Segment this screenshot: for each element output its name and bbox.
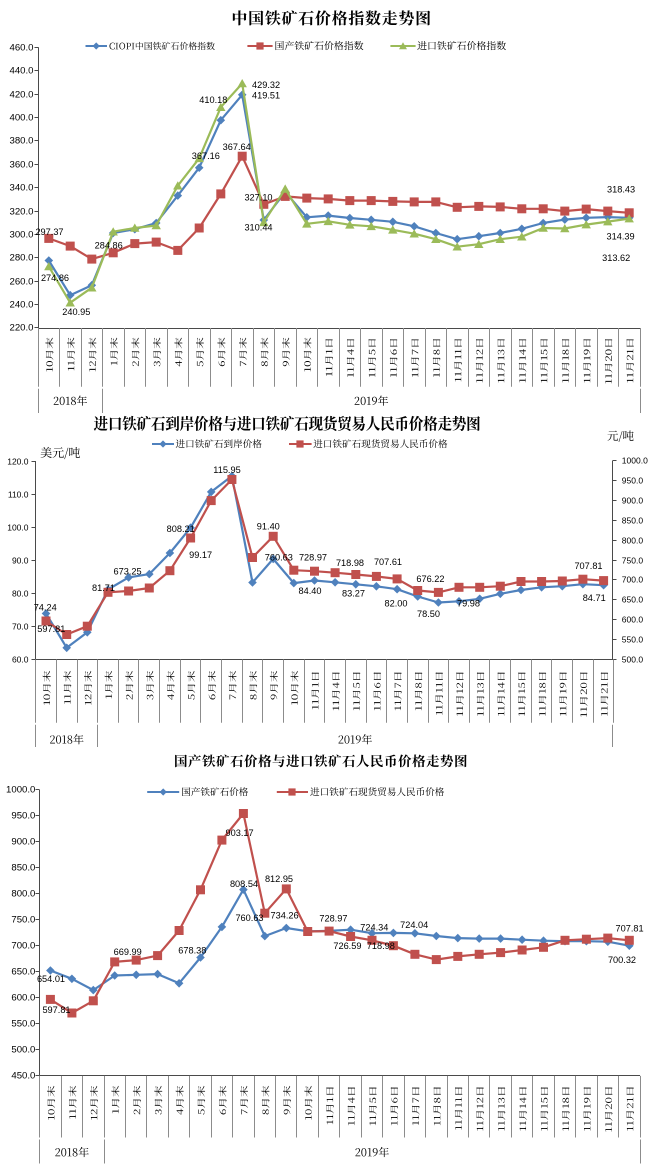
svg-text:419.51: 419.51	[252, 91, 280, 101]
svg-text:678.38: 678.38	[178, 945, 206, 955]
svg-text:673.25: 673.25	[114, 567, 142, 577]
svg-text:340.0: 340.0	[9, 183, 33, 194]
svg-text:429.32: 429.32	[252, 80, 280, 90]
svg-text:600.0: 600.0	[11, 993, 35, 1004]
svg-text:100.0: 100.0	[7, 523, 29, 533]
svg-text:707.81: 707.81	[616, 924, 644, 934]
svg-text:120.0: 120.0	[7, 457, 29, 467]
svg-text:70.0: 70.0	[12, 622, 29, 632]
svg-text:1000.0: 1000.0	[6, 785, 35, 796]
svg-text:718.98: 718.98	[336, 558, 364, 568]
svg-text:320.0: 320.0	[9, 207, 33, 218]
svg-text:310.44: 310.44	[244, 223, 272, 233]
svg-text:327.10: 327.10	[244, 193, 272, 203]
svg-text:726.59: 726.59	[333, 941, 361, 951]
svg-text:84.71: 84.71	[583, 593, 606, 603]
svg-text:808.54: 808.54	[230, 879, 258, 889]
svg-text:260.0: 260.0	[9, 277, 33, 288]
svg-text:280.0: 280.0	[9, 253, 33, 264]
svg-text:450.0: 450.0	[11, 1071, 35, 1082]
svg-text:400.0: 400.0	[9, 113, 33, 124]
svg-text:654.01: 654.01	[37, 974, 65, 984]
svg-text:597.81: 597.81	[37, 624, 65, 634]
svg-text:410.18: 410.18	[199, 95, 227, 105]
svg-text:760.63: 760.63	[265, 552, 293, 562]
svg-text:91.40: 91.40	[257, 522, 280, 532]
svg-text:750.0: 750.0	[622, 556, 644, 566]
svg-text:360.0: 360.0	[9, 160, 33, 171]
svg-text:903.17: 903.17	[226, 828, 254, 838]
svg-text:700.0: 700.0	[622, 575, 644, 585]
svg-text:734.26: 734.26	[271, 910, 299, 920]
svg-text:110.0: 110.0	[8, 490, 29, 500]
svg-text:676.22: 676.22	[416, 574, 444, 584]
svg-text:367.16: 367.16	[192, 151, 220, 161]
svg-text:297.37: 297.37	[35, 227, 63, 237]
svg-text:724.04: 724.04	[400, 920, 428, 930]
svg-text:313.62: 313.62	[602, 253, 630, 263]
svg-text:460.0: 460.0	[9, 43, 33, 54]
svg-text:240.95: 240.95	[62, 307, 90, 317]
svg-text:760.63: 760.63	[235, 913, 263, 923]
svg-text:115.95: 115.95	[213, 465, 240, 475]
svg-text:718.98: 718.98	[367, 941, 395, 951]
svg-text:650.0: 650.0	[622, 595, 644, 605]
svg-text:80.0: 80.0	[12, 589, 29, 599]
svg-text:724.34: 724.34	[360, 923, 388, 933]
svg-text:550.0: 550.0	[11, 1019, 35, 1030]
svg-text:440.0: 440.0	[9, 66, 33, 77]
svg-text:850.0: 850.0	[11, 863, 35, 874]
svg-text:1000.0: 1000.0	[622, 456, 648, 466]
svg-text:84.40: 84.40	[299, 586, 322, 596]
svg-text:500.0: 500.0	[11, 1045, 35, 1056]
svg-text:300.0: 300.0	[9, 230, 33, 241]
svg-text:808.21: 808.21	[167, 524, 195, 534]
svg-text:81.71: 81.71	[92, 583, 115, 593]
svg-text:240.0: 240.0	[9, 300, 33, 311]
svg-text:82.00: 82.00	[385, 599, 408, 609]
svg-text:800.0: 800.0	[622, 536, 644, 546]
svg-text:79.98: 79.98	[457, 599, 480, 609]
svg-text:850.0: 850.0	[622, 516, 644, 526]
svg-text:700.0: 700.0	[11, 941, 35, 952]
svg-text:728.97: 728.97	[299, 552, 327, 562]
svg-text:669.99: 669.99	[114, 947, 142, 957]
svg-text:728.97: 728.97	[319, 913, 347, 923]
svg-text:950.0: 950.0	[11, 811, 35, 822]
svg-text:420.0: 420.0	[9, 90, 33, 101]
svg-text:707.81: 707.81	[574, 561, 602, 571]
svg-text:900.0: 900.0	[622, 496, 644, 506]
svg-text:500.0: 500.0	[622, 655, 644, 665]
svg-text:700.32: 700.32	[608, 955, 636, 965]
svg-text:900.0: 900.0	[11, 837, 35, 848]
svg-text:650.0: 650.0	[11, 967, 35, 978]
svg-text:83.27: 83.27	[342, 589, 365, 599]
svg-text:597.81: 597.81	[42, 1005, 70, 1015]
svg-text:274.86: 274.86	[41, 273, 69, 283]
svg-text:220.0: 220.0	[9, 323, 33, 334]
svg-text:750.0: 750.0	[11, 915, 35, 926]
svg-text:600.0: 600.0	[622, 615, 644, 625]
svg-text:60.0: 60.0	[12, 655, 29, 665]
svg-text:99.17: 99.17	[189, 550, 212, 560]
svg-text:78.50: 78.50	[417, 609, 440, 619]
svg-text:550.0: 550.0	[622, 635, 644, 645]
svg-text:950.0: 950.0	[622, 476, 644, 486]
svg-text:284.86: 284.86	[95, 241, 123, 251]
svg-text:812.95: 812.95	[265, 874, 293, 884]
svg-text:380.0: 380.0	[9, 136, 33, 147]
svg-text:707.61: 707.61	[374, 557, 402, 567]
svg-text:314.39: 314.39	[607, 232, 635, 242]
svg-text:800.0: 800.0	[11, 889, 35, 900]
svg-text:90.0: 90.0	[12, 556, 29, 566]
svg-text:318.43: 318.43	[607, 184, 635, 194]
svg-text:74.24: 74.24	[34, 603, 57, 613]
svg-text:367.64: 367.64	[223, 142, 251, 152]
